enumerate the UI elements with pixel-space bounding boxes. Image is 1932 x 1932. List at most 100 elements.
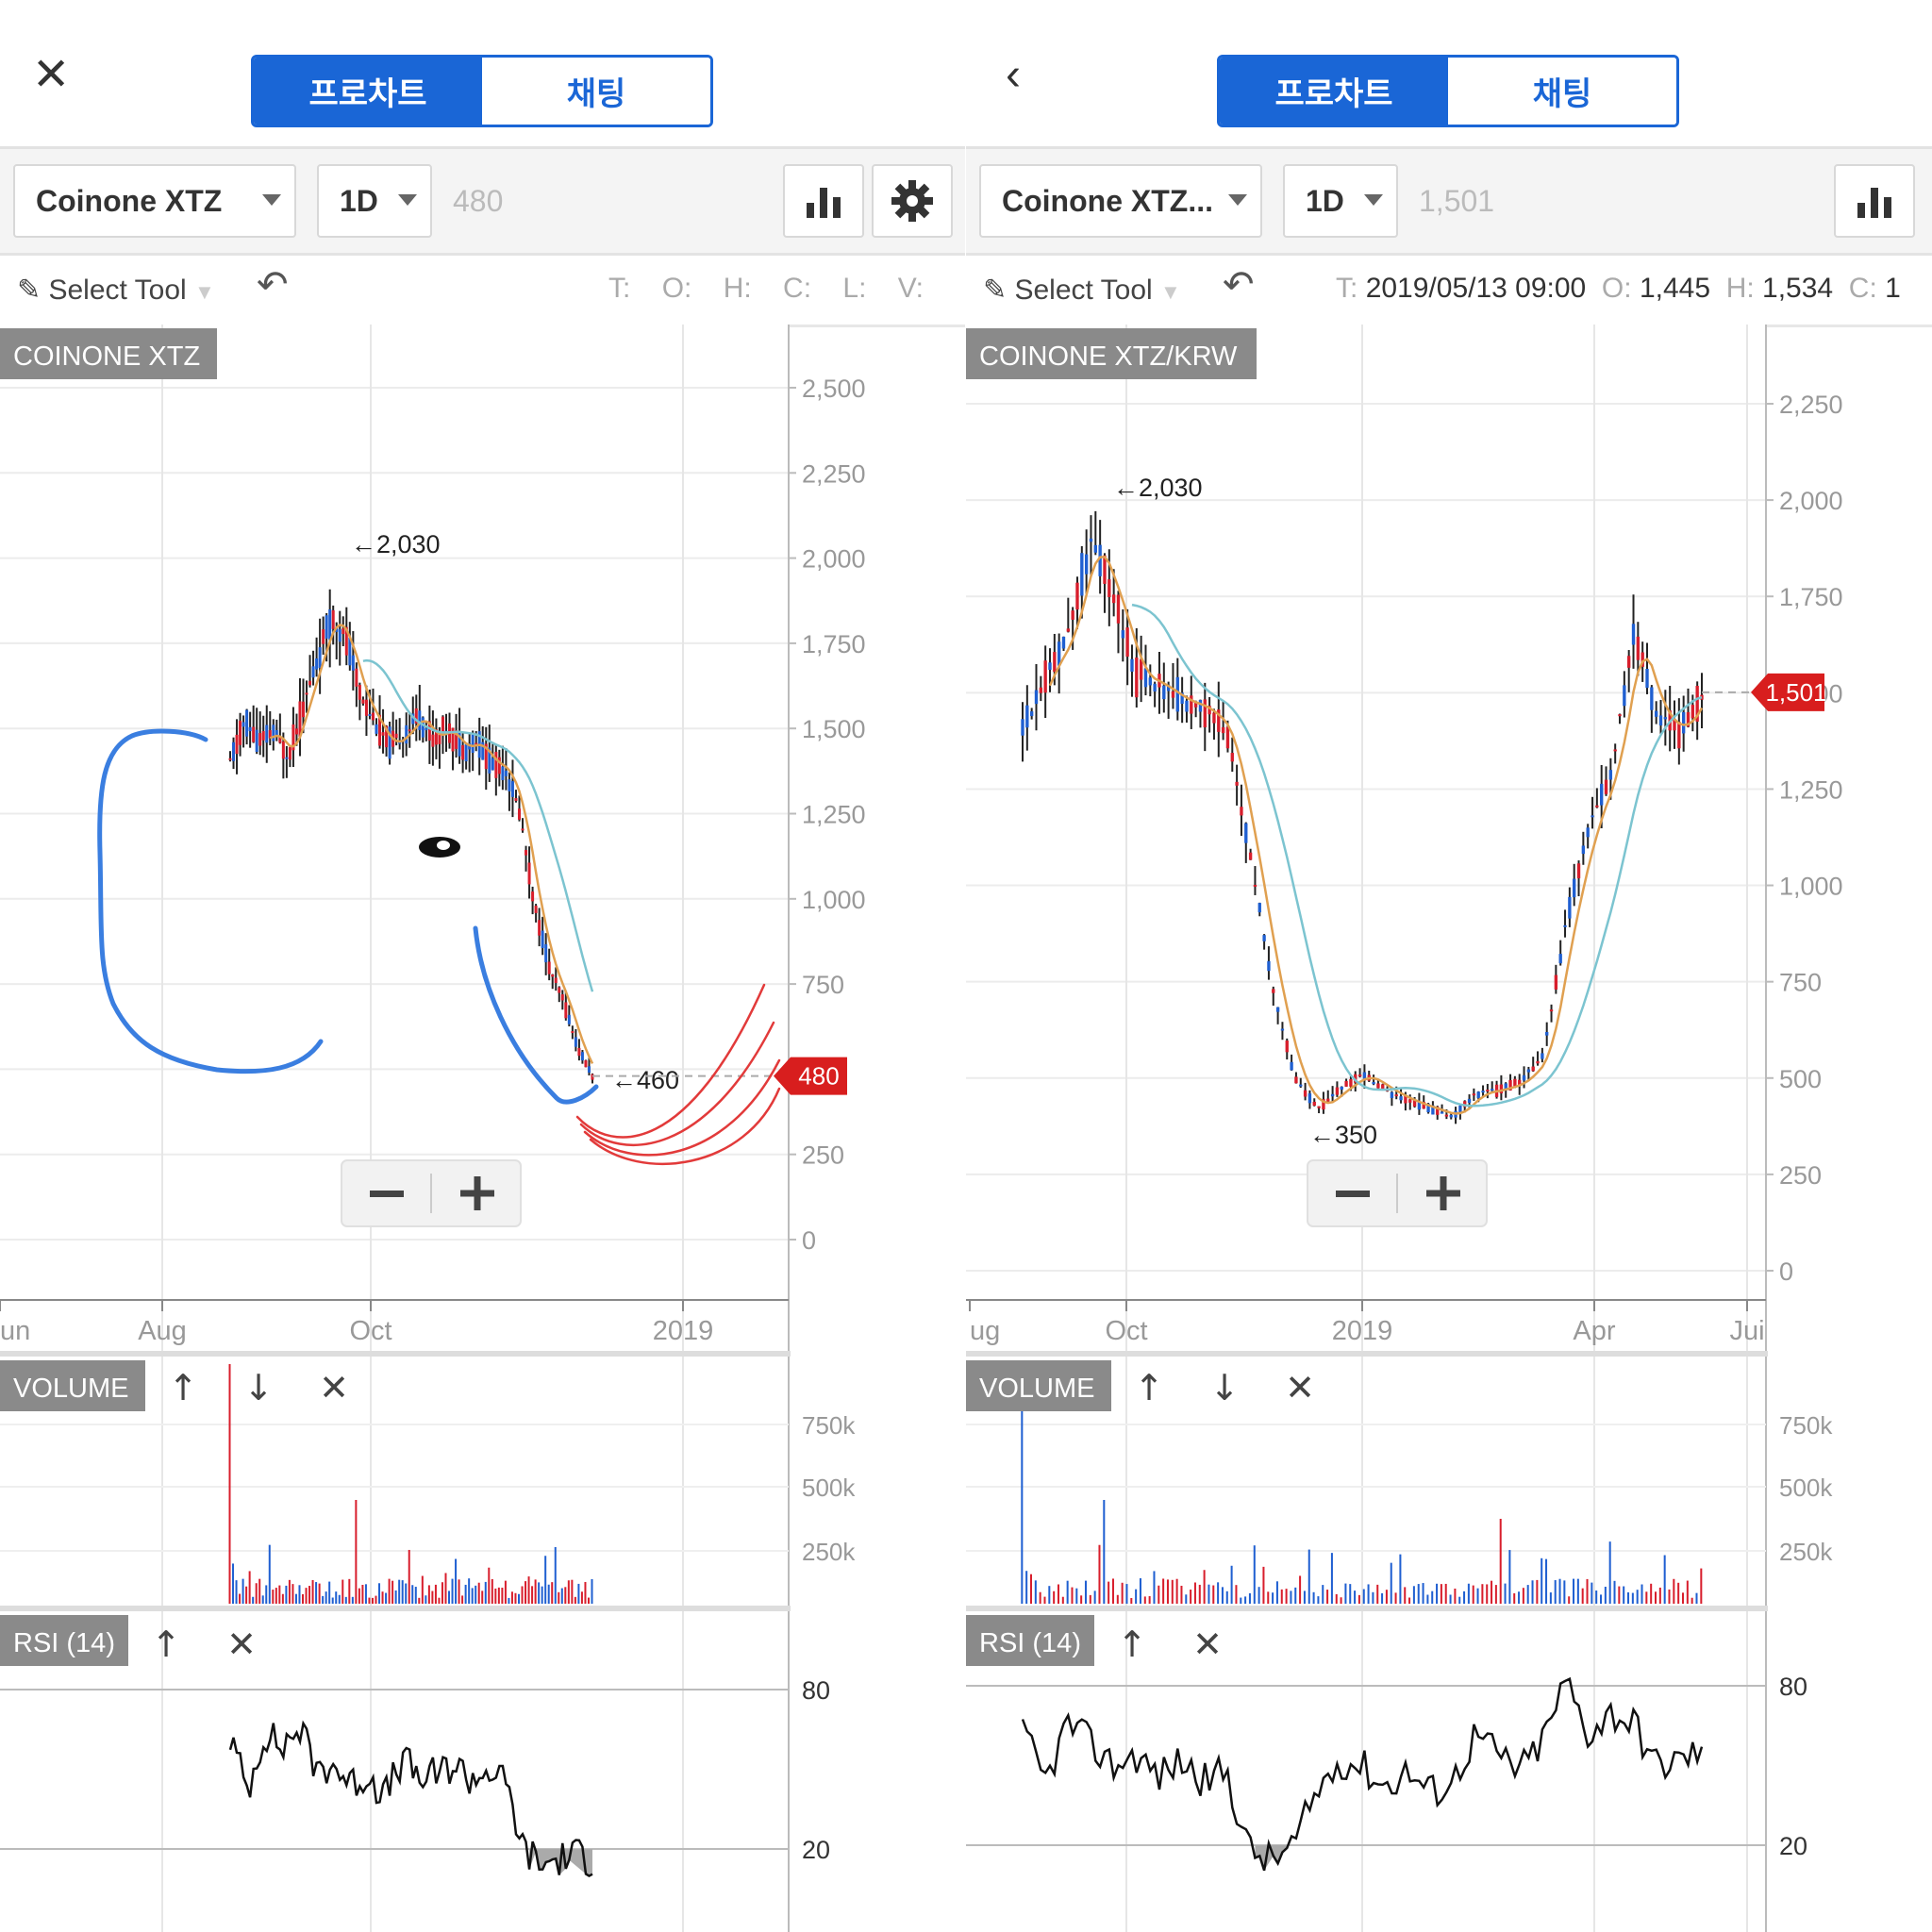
interval-select[interactable]: 1D (1283, 164, 1398, 238)
select-tool-dropdown[interactable]: ✎ Select Tool ▼ (983, 256, 1181, 326)
close-icon[interactable]: ✕ (32, 50, 71, 100)
candle-body (1394, 1094, 1398, 1097)
chart-area[interactable]: 2,500 2,250 2,000 1,750 1,500 1,250 1,000 750 50… (0, 325, 966, 1932)
ma-long-line (1131, 603, 1703, 1108)
candle-body (1357, 1074, 1362, 1077)
volume-bar (1454, 1588, 1457, 1604)
volume-bar (1394, 1592, 1397, 1604)
arrow-up-icon[interactable]: ↑ (151, 1624, 181, 1665)
symbol-label: Coinone XTZ... (1002, 184, 1213, 218)
volume-bar (239, 1593, 242, 1604)
close-icon[interactable]: ✕ (319, 1367, 349, 1408)
volume-bar (371, 1597, 374, 1604)
volume-bar (1417, 1584, 1420, 1604)
y-tick-label: 750 (1779, 969, 1822, 997)
tab-chatting[interactable]: 채팅 (1448, 58, 1676, 125)
volume-bar (1554, 1580, 1557, 1604)
volume-bars (228, 1364, 593, 1604)
tab-chatting[interactable]: 채팅 (482, 58, 710, 125)
candle-body (1623, 685, 1626, 707)
candle-body (1203, 699, 1207, 728)
candle-body (1563, 924, 1567, 927)
volume-bar (1690, 1597, 1693, 1604)
zoom-control[interactable] (341, 1159, 522, 1227)
drawing-tool-row: ✎ Select Tool ▼ ↶ T: O: H: C: L: V: (0, 256, 966, 327)
zoom-out-icon[interactable] (370, 1191, 404, 1197)
arrow-down-icon[interactable]: ↓ (1209, 1367, 1240, 1408)
volume-bar (427, 1585, 430, 1604)
arrow-up-icon[interactable]: ↑ (168, 1367, 198, 1408)
interval-select[interactable]: 1D (317, 164, 432, 238)
candle-body (368, 713, 372, 716)
close-icon[interactable]: ✕ (226, 1624, 257, 1665)
close-icon[interactable]: ✕ (1192, 1624, 1223, 1665)
volume-bar (484, 1581, 487, 1604)
volume-bar (1650, 1583, 1653, 1604)
arrow-down-icon[interactable]: ↓ (243, 1367, 274, 1408)
select-tool-dropdown[interactable]: ✎ Select Tool ▼ (17, 256, 215, 326)
candle-body (494, 751, 498, 778)
symbol-select[interactable]: Coinone XTZ (13, 164, 296, 238)
candle-body (1230, 753, 1234, 762)
volume-bar (1225, 1591, 1228, 1604)
volume-bar (255, 1583, 258, 1604)
candle-body (451, 727, 455, 752)
candle-body (361, 699, 365, 704)
candle-body (501, 766, 505, 781)
volume-bar (1376, 1584, 1379, 1604)
close-icon[interactable]: ✕ (1285, 1367, 1315, 1408)
candle-body (305, 692, 308, 695)
ohlc-h-label: H: (723, 273, 752, 304)
chart-area[interactable]: 2,2502,0001,7501,5001,2501,0007505002500… (966, 325, 1932, 1932)
candle-body (1426, 1103, 1430, 1113)
volume-bar (1303, 1591, 1306, 1604)
chevron-left-icon[interactable]: ‹ (1006, 50, 1021, 100)
undo-icon[interactable]: ↶ (1223, 264, 1255, 306)
arrow-up-icon[interactable]: ↑ (1117, 1624, 1147, 1665)
volume-bar (1130, 1597, 1133, 1604)
candle-body (1408, 1099, 1412, 1103)
arrow-up-icon[interactable]: ↑ (1134, 1367, 1164, 1408)
symbol-select[interactable]: Coinone XTZ... (979, 164, 1262, 238)
chart-type-button[interactable] (783, 164, 864, 238)
ohlc-c-label: C: (783, 273, 812, 304)
candle-body (554, 977, 558, 984)
volume-bar (1322, 1585, 1324, 1604)
candle-body (1272, 989, 1275, 993)
zoom-control[interactable] (1307, 1159, 1488, 1227)
bar-chart-icon (1857, 188, 1891, 218)
zoom-out-icon[interactable] (1336, 1191, 1370, 1197)
candle-body (1148, 677, 1152, 686)
volume-bar (510, 1591, 513, 1604)
volume-bar (1294, 1587, 1297, 1604)
candle-body (405, 724, 408, 744)
undo-icon[interactable]: ↶ (257, 264, 289, 306)
volume-bar (394, 1590, 397, 1604)
view-switch: 프로차트 채팅 (251, 55, 713, 127)
volume-bar (1513, 1592, 1516, 1604)
candle-body (484, 743, 488, 770)
drawing-tusk (589, 1087, 781, 1166)
price-annotation: ←2,030 (351, 530, 441, 558)
volume-bar (1235, 1585, 1238, 1604)
ohlc-o-label: O: (661, 273, 692, 304)
volume-bar (1121, 1582, 1124, 1604)
volume-bar (504, 1580, 507, 1604)
zoom-in-icon[interactable] (460, 1176, 494, 1210)
y-tick-label: 750k (1779, 1411, 1833, 1440)
candle-body (341, 628, 345, 635)
volume-bar (1203, 1570, 1206, 1604)
volume-bar (560, 1588, 563, 1604)
tab-prochart[interactable]: 프로차트 (1220, 58, 1448, 125)
volume-bar (328, 1581, 331, 1604)
tab-prochart[interactable]: 프로차트 (254, 58, 482, 125)
zoom-in-icon[interactable] (1426, 1176, 1460, 1210)
select-tool-label: Select Tool (1014, 275, 1153, 306)
candle-body (1139, 659, 1143, 680)
settings-button[interactable] (872, 164, 953, 238)
chart-type-button[interactable] (1834, 164, 1915, 238)
candle-body (547, 961, 551, 974)
candle-body (438, 732, 441, 744)
volume-bar (441, 1582, 443, 1604)
volume-bar (1668, 1589, 1671, 1604)
